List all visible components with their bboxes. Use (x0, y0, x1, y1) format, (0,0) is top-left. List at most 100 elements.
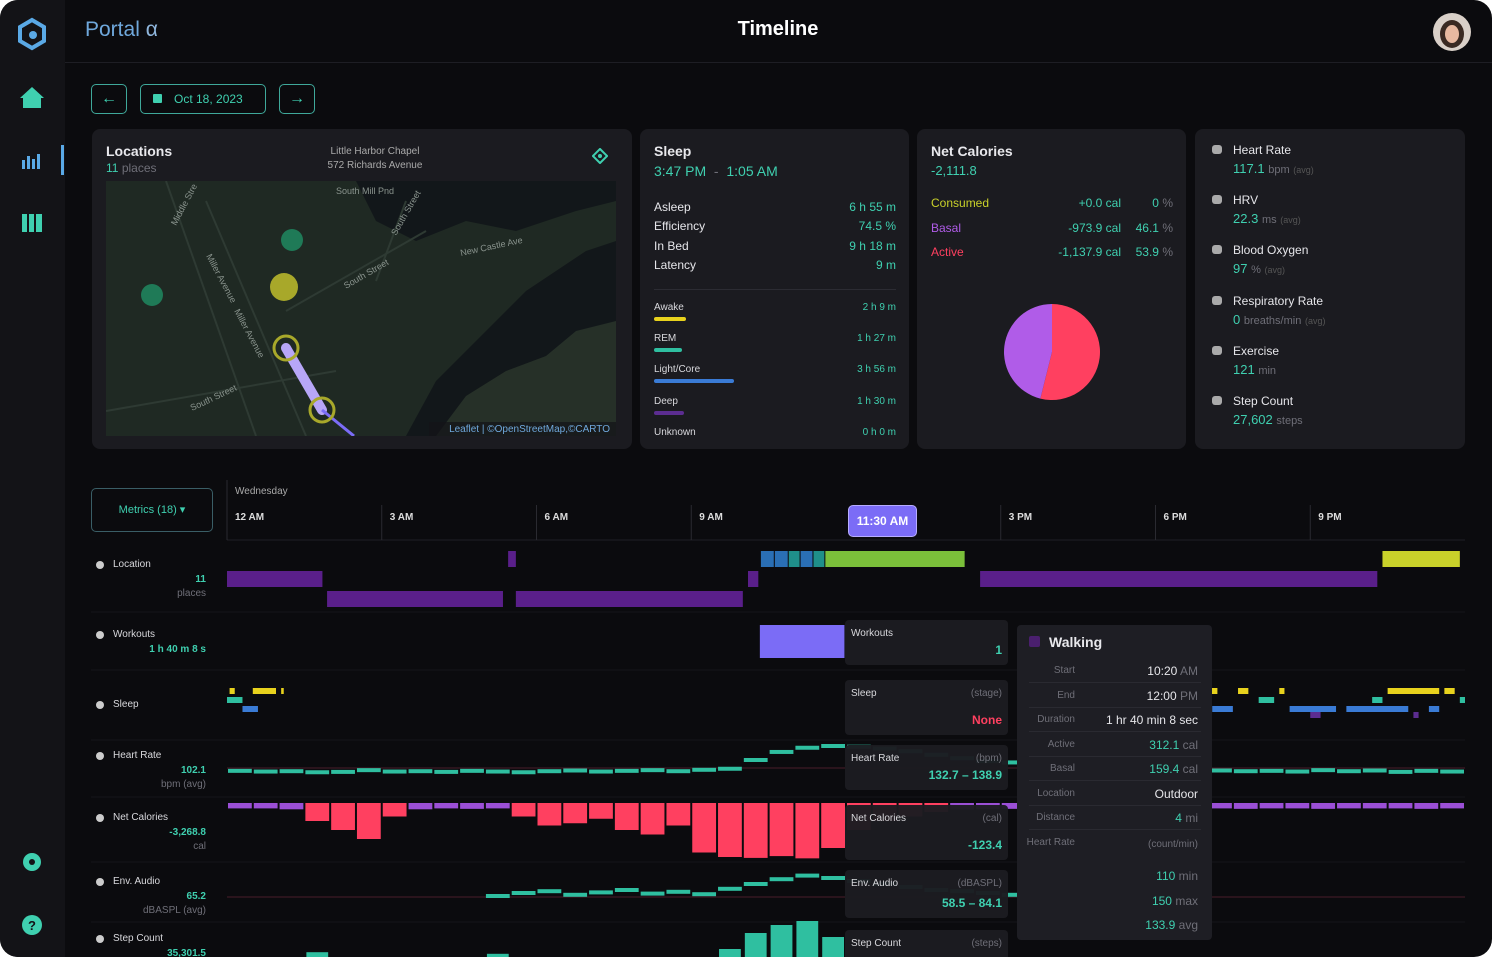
location-segments (788, 551, 800, 567)
heart-rate-mark (1337, 769, 1361, 774)
next-day-button[interactable]: → (279, 84, 315, 114)
heart-rate-mark (1362, 768, 1387, 773)
env-audio-mark (795, 873, 820, 878)
text: 312.1 (1149, 737, 1180, 752)
x-tick-label: 9 PM (1318, 512, 1341, 523)
tooltip-label: Sleep (851, 688, 877, 699)
net-calories-bar (1001, 803, 1026, 809)
net-calories-bar (537, 803, 562, 826)
net-calories-bar (460, 803, 484, 809)
tooltip-value: None (972, 713, 1002, 727)
heart-rate-mark (1208, 768, 1232, 773)
sleep-metric-label: Efficiency (654, 219, 706, 234)
day-label: Wednesday (235, 486, 288, 497)
step-count-bar (822, 937, 844, 957)
sleep-segments (1444, 688, 1455, 694)
env-audio-mark (537, 889, 562, 894)
map[interactable]: Leaflet | ©OpenStreetMap,©CARTO Middle S… (106, 181, 616, 436)
walking-value: 1 hr 40 min 8 sec (1106, 713, 1198, 727)
net-calories-bar (279, 803, 304, 810)
location-segments (1382, 551, 1460, 567)
net-calories-bar (718, 803, 742, 857)
sleep-stage-bar (654, 379, 734, 384)
walking-divider (1029, 804, 1201, 806)
net-calories-bar (1311, 803, 1336, 809)
row-icon (96, 701, 104, 709)
vitals-card (1195, 129, 1465, 449)
env-audio-mark (640, 891, 665, 896)
charts-icon[interactable] (22, 154, 40, 169)
net-calories-bar (1208, 803, 1232, 809)
walking-divider (1029, 780, 1201, 781)
sleep-segments (1372, 697, 1383, 703)
text: 133.9 (1145, 918, 1176, 932)
row-icon (96, 878, 104, 886)
brand: Portal α (85, 18, 158, 41)
current-time-badge: 11:30 AM (848, 505, 917, 537)
help-icon[interactable] (22, 915, 42, 935)
net-calories-total: -2,111.8 (931, 163, 977, 178)
sleep-metric-label: Latency (654, 257, 697, 272)
net-calories-bar (434, 803, 459, 809)
walking-value: 312.1 cal (1149, 738, 1198, 752)
sleep-stage-value: 3 h 56 m (857, 364, 896, 376)
metric-tooltip: Step Count (steps) (845, 930, 1008, 957)
x-tick-label: 3 AM (390, 512, 414, 523)
env-audio-mark (821, 876, 845, 880)
metric-tooltip: Heart Rate (bpm) 132.7 – 138.9 (845, 745, 1008, 790)
heart-rate-mark (1388, 769, 1413, 774)
row-icon (96, 631, 104, 639)
home-icon[interactable] (20, 87, 44, 108)
text: cal (1182, 762, 1198, 776)
text: 0 (1152, 196, 1159, 210)
prev-day-button[interactable]: ← (91, 84, 127, 114)
locate-icon[interactable] (592, 148, 608, 164)
heart-rate-mark (1233, 769, 1258, 774)
env-audio-mark (563, 892, 588, 897)
x-tick-label: 6 PM (1164, 512, 1187, 523)
walking-label: Distance (1036, 812, 1075, 823)
row-unit: dBASPL (avg) (143, 905, 206, 916)
sleep-segments (1289, 706, 1337, 712)
net-calories-bar (305, 803, 330, 821)
divider (654, 289, 896, 290)
tooltip-unit: (dBASPL) (957, 878, 1002, 889)
heart-rate-mark (821, 744, 845, 748)
walking-swatch (1029, 636, 1040, 647)
row-value: 35,301.5 (167, 948, 206, 957)
sleep-segments (1279, 688, 1285, 694)
place-name: Little Harbor Chapel (330, 146, 420, 157)
text: max (1175, 893, 1198, 908)
vital-label: Blood Oxygen (1233, 243, 1309, 258)
location-count: 11 places (106, 161, 157, 175)
sleep-segments (1413, 712, 1419, 718)
library-icon[interactable] (22, 214, 42, 232)
sleep-stage-bar (654, 317, 686, 321)
text: AM (1180, 664, 1198, 678)
date-button[interactable]: Oct 18, 2023 (140, 84, 266, 114)
logo (18, 17, 46, 51)
net-calories-bar (228, 803, 252, 809)
metric-tooltip: Net Calories (cal) -123.4 (845, 805, 1008, 860)
metrics-button[interactable]: Metrics (18) ▾ (91, 488, 213, 532)
tooltip-value: 58.5 – 84.1 (941, 896, 1002, 910)
net-calories-bar (1337, 803, 1361, 809)
text: 117.1 (1233, 161, 1265, 176)
net-calories-bar (821, 803, 845, 848)
heart-rate-mark (769, 749, 794, 754)
vital-label: Step Count (1233, 394, 1294, 408)
sleep-stage-label: Awake (654, 302, 684, 313)
heart-rate-mark (1414, 768, 1439, 773)
tooltip-label: Env. Audio (851, 878, 899, 889)
text: (avg) (1280, 215, 1301, 226)
map-attribution: Leaflet | ©OpenStreetMap,©CARTO (449, 424, 610, 435)
avatar[interactable] (1432, 12, 1472, 52)
metric-tooltip: Sleep (stage) None (845, 680, 1008, 735)
vital-value: 117.1 bpm (avg) (1233, 161, 1314, 176)
walking-value: 159.4 cal (1149, 762, 1198, 776)
row-label: Env. Audio (113, 876, 161, 887)
walking-label: End (1057, 689, 1075, 701)
x-tick-label: 3 PM (1009, 512, 1032, 523)
walking-label: Duration (1037, 714, 1075, 725)
vital-value: 22.3 ms (avg) (1233, 211, 1301, 226)
